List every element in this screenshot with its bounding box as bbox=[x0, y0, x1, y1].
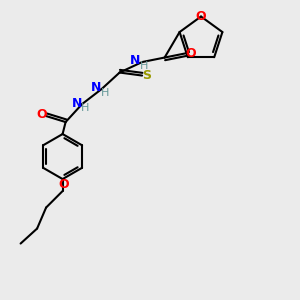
Text: H: H bbox=[100, 88, 109, 98]
Text: O: O bbox=[185, 46, 196, 59]
Text: N: N bbox=[71, 97, 82, 110]
Text: S: S bbox=[142, 69, 151, 82]
Text: H: H bbox=[81, 103, 89, 112]
Text: O: O bbox=[37, 108, 47, 121]
Text: O: O bbox=[196, 10, 206, 23]
Text: H: H bbox=[140, 61, 148, 70]
Text: N: N bbox=[130, 54, 141, 67]
Text: O: O bbox=[58, 178, 68, 191]
Text: N: N bbox=[91, 81, 101, 94]
